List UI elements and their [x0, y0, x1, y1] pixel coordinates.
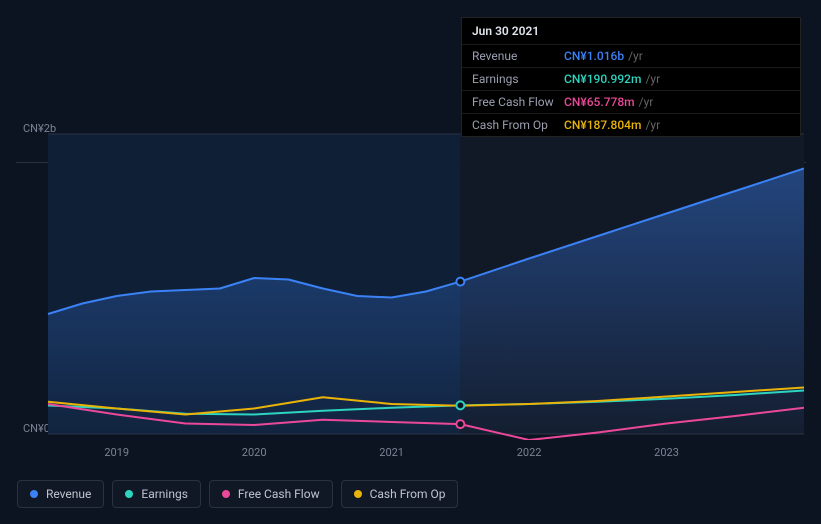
- tooltip-row-value: CN¥65.778m/yr: [564, 95, 653, 109]
- tooltip-row-label: Revenue: [472, 49, 564, 63]
- chart-container: CN¥2b CN¥0 Past Analysts Forecasts 20192…: [0, 0, 821, 524]
- x-tick: 2023: [654, 446, 679, 459]
- x-tick: 2022: [517, 446, 542, 459]
- x-tick: 2019: [104, 446, 129, 459]
- legend-item-label: Revenue: [46, 487, 91, 501]
- legend-item-label: Earnings: [141, 487, 188, 501]
- legend-item-label: Cash From Op: [370, 487, 446, 501]
- tooltip-row-value: CN¥187.804m/yr: [564, 118, 660, 132]
- x-tick: 2020: [242, 446, 267, 459]
- tooltip-row: EarningsCN¥190.992m/yr: [462, 68, 800, 91]
- legend-item-fcf[interactable]: Free Cash Flow: [209, 480, 333, 508]
- tooltip-row-label: Cash From Op: [472, 118, 564, 132]
- x-tick: 2021: [379, 446, 404, 459]
- tooltip-row: RevenueCN¥1.016b/yr: [462, 45, 800, 68]
- legend-item-revenue[interactable]: Revenue: [17, 480, 104, 508]
- tooltip-row-value: CN¥1.016b/yr: [564, 49, 643, 63]
- marker-revenue: [456, 278, 464, 286]
- legend-item-cfo[interactable]: Cash From Op: [341, 480, 459, 508]
- legend-item-earnings[interactable]: Earnings: [112, 480, 201, 508]
- tooltip: Jun 30 2021 RevenueCN¥1.016b/yrEarningsC…: [461, 17, 801, 137]
- legend-item-label: Free Cash Flow: [238, 487, 320, 501]
- legend-marker-icon: [222, 490, 230, 498]
- tooltip-row-label: Earnings: [472, 72, 564, 86]
- tooltip-row: Cash From OpCN¥187.804m/yr: [462, 114, 800, 136]
- x-axis-ticks: 2019 2020 2021 2022 2023: [16, 446, 806, 466]
- legend-marker-icon: [30, 490, 38, 498]
- marker-earnings: [456, 401, 464, 409]
- marker-fcf: [456, 420, 464, 428]
- legend-marker-icon: [354, 490, 362, 498]
- chart-plot[interactable]: [16, 128, 804, 440]
- tooltip-title: Jun 30 2021: [462, 18, 800, 45]
- tooltip-row-label: Free Cash Flow: [472, 95, 564, 109]
- tooltip-row: Free Cash FlowCN¥65.778m/yr: [462, 91, 800, 114]
- legend: Revenue Earnings Free Cash Flow Cash From O…: [17, 480, 458, 508]
- legend-marker-icon: [125, 490, 133, 498]
- tooltip-row-value: CN¥190.992m/yr: [564, 72, 660, 86]
